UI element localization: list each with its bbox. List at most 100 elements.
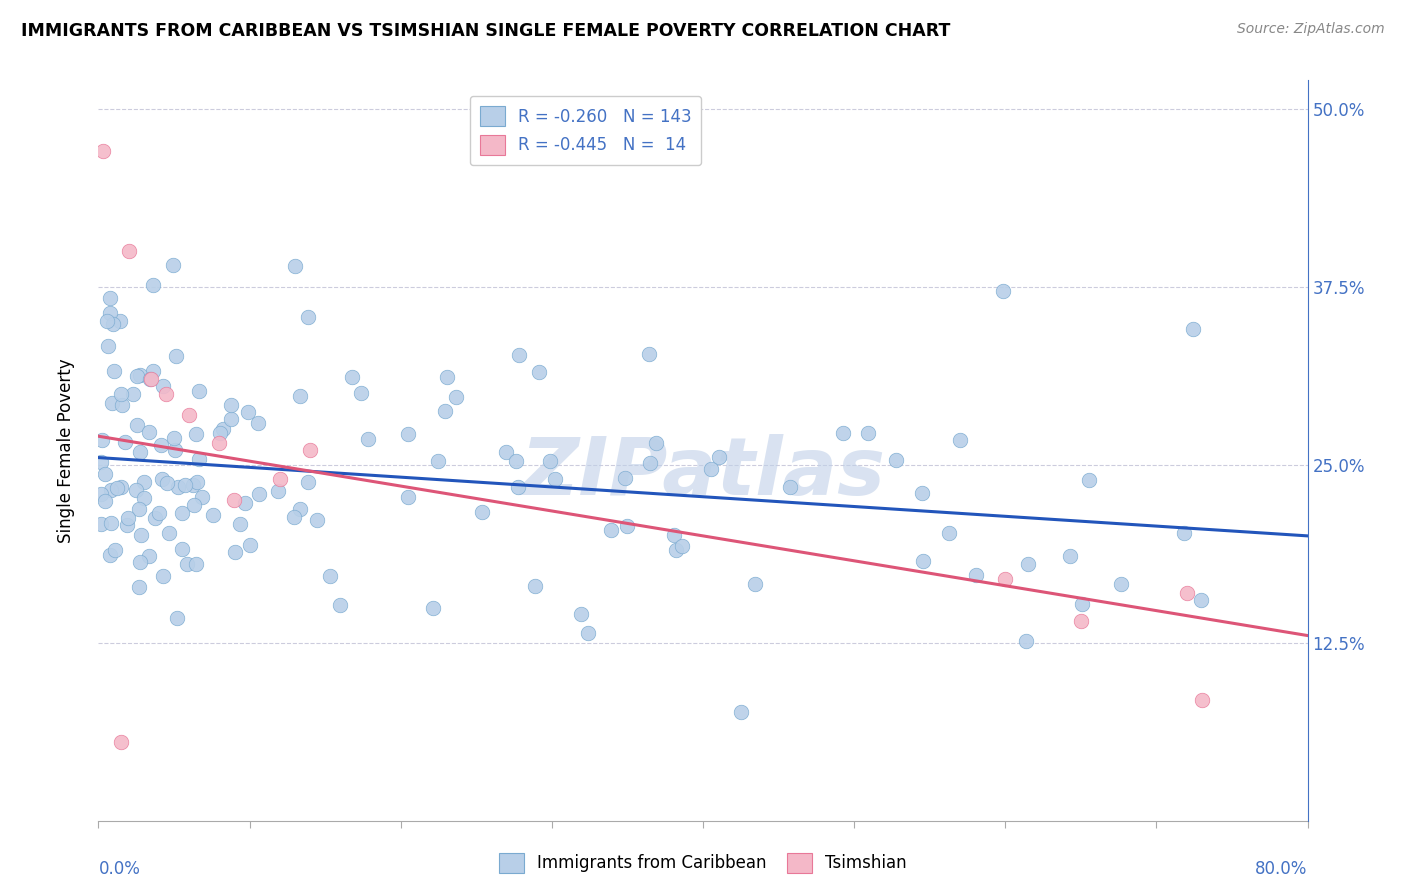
- Point: [125, 417, 148, 432]
- Point: [128, 445, 150, 459]
- Point: [90, 433, 112, 447]
- Point: [297, 475, 319, 489]
- Point: [173, 477, 195, 491]
- Point: [163, 443, 186, 458]
- Text: Source: ZipAtlas.com: Source: ZipAtlas.com: [1237, 22, 1385, 37]
- Point: [290, 501, 312, 516]
- Point: [170, 506, 193, 520]
- Point: [1015, 634, 1038, 648]
- Point: [884, 452, 907, 467]
- Point: [236, 405, 259, 419]
- Point: [269, 472, 291, 486]
- Point: [187, 384, 209, 398]
- Point: [1059, 549, 1081, 563]
- Point: [662, 528, 685, 542]
- Point: [1071, 597, 1094, 611]
- Point: [523, 579, 546, 593]
- Point: [290, 389, 312, 403]
- Point: [505, 453, 527, 467]
- Point: [141, 372, 163, 386]
- Point: [163, 431, 186, 445]
- Point: [350, 386, 373, 401]
- Point: [142, 277, 165, 292]
- Point: [152, 472, 174, 486]
- Point: [208, 426, 231, 441]
- Point: [613, 471, 636, 485]
- Point: [103, 317, 125, 331]
- Point: [638, 347, 661, 361]
- Point: [284, 259, 307, 273]
- Point: [422, 601, 444, 615]
- Point: [1182, 322, 1205, 336]
- Point: [186, 475, 208, 489]
- Point: [122, 387, 145, 401]
- Point: [149, 438, 172, 452]
- Point: [357, 432, 380, 446]
- Point: [110, 735, 132, 749]
- Point: [1173, 526, 1195, 541]
- Point: [239, 538, 262, 552]
- Point: [994, 572, 1017, 586]
- Point: [247, 487, 270, 501]
- Point: [297, 310, 319, 324]
- Point: [108, 314, 131, 328]
- Point: [508, 348, 530, 362]
- Point: [328, 599, 350, 613]
- Point: [142, 364, 165, 378]
- Point: [176, 557, 198, 571]
- Point: [938, 525, 960, 540]
- Point: [201, 508, 224, 522]
- Point: [156, 475, 179, 490]
- Point: [616, 519, 638, 533]
- Point: [831, 425, 853, 440]
- Point: [319, 569, 342, 583]
- Point: [93, 494, 115, 508]
- Point: [118, 244, 141, 259]
- Point: [779, 479, 801, 493]
- Point: [744, 577, 766, 591]
- Point: [148, 506, 170, 520]
- Point: [152, 379, 174, 393]
- Point: [1070, 615, 1092, 629]
- Point: [179, 408, 201, 422]
- Legend: Immigrants from Caribbean, Tsimshian: Immigrants from Caribbean, Tsimshian: [492, 847, 914, 880]
- Point: [101, 396, 124, 410]
- Point: [665, 543, 688, 558]
- Point: [544, 472, 567, 486]
- Point: [128, 580, 150, 594]
- Point: [104, 542, 127, 557]
- Point: [340, 369, 363, 384]
- Point: [105, 481, 128, 495]
- Point: [224, 493, 246, 508]
- Point: [965, 568, 987, 582]
- Point: [91, 145, 114, 159]
- Point: [707, 450, 730, 464]
- Point: [211, 421, 233, 435]
- Point: [1191, 692, 1213, 706]
- Point: [139, 371, 162, 385]
- Point: [911, 485, 934, 500]
- Point: [165, 349, 187, 363]
- Point: [396, 426, 419, 441]
- Point: [132, 475, 155, 490]
- Point: [90, 486, 112, 500]
- Point: [208, 436, 231, 450]
- Point: [103, 364, 125, 378]
- Point: [98, 548, 121, 562]
- Point: [471, 505, 494, 519]
- Point: [181, 478, 204, 492]
- Point: [426, 454, 449, 468]
- Point: [97, 339, 120, 353]
- Point: [219, 398, 242, 412]
- Point: [187, 451, 209, 466]
- Point: [184, 426, 207, 441]
- Point: [671, 540, 693, 554]
- Point: [700, 462, 723, 476]
- Point: [1017, 557, 1039, 571]
- Point: [157, 526, 180, 541]
- Text: 80.0%: 80.0%: [1256, 860, 1308, 878]
- Y-axis label: Single Female Poverty: Single Female Poverty: [56, 359, 75, 542]
- Point: [162, 258, 184, 272]
- Point: [396, 490, 419, 504]
- Point: [90, 455, 112, 469]
